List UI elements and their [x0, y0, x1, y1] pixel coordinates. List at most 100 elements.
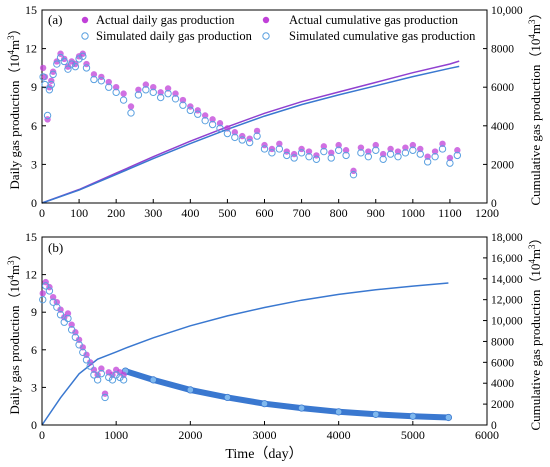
b-sim-daily-point	[105, 373, 113, 382]
a-y2-tick-label: 0	[491, 198, 497, 210]
a-sim-daily-point	[201, 116, 209, 125]
a-actual-daily-point	[342, 147, 350, 154]
a-sim-daily-point	[45, 86, 54, 94]
a-actual-daily-point	[246, 135, 253, 142]
a-actual-daily-point	[224, 125, 231, 132]
a-sim-daily-point	[79, 52, 87, 61]
a-actual-daily-point	[64, 63, 72, 70]
a-sim-daily-point	[112, 88, 120, 97]
b-sim-daily-point	[53, 303, 61, 311]
a-actual-daily-point	[424, 153, 431, 160]
b-sim-daily-point	[90, 371, 98, 379]
b-sim-daily-point	[67, 326, 76, 334]
b-sim-daily-point	[116, 373, 124, 382]
b-sim-cum-line	[41, 282, 449, 426]
b-forecast-daily-point	[444, 413, 453, 422]
a-actual-daily-point	[350, 167, 357, 175]
a-sim-daily-point	[334, 146, 343, 154]
b-x-tick-label: 4000	[327, 428, 351, 442]
panel-b-label: (b)	[48, 240, 63, 255]
a-sim-daily-point	[223, 129, 232, 138]
b-y2-tick-label: 4000	[491, 378, 514, 390]
a-actual-daily-point	[157, 89, 164, 96]
a-sim-daily-point	[416, 150, 424, 158]
a-actual-daily-point	[179, 96, 187, 104]
a-sim-daily-point	[75, 55, 83, 63]
a-actual-daily-point	[394, 148, 402, 155]
b-sim-daily-point	[45, 287, 54, 295]
a-sim-daily-point	[67, 60, 76, 68]
b-actual-daily-point	[42, 278, 49, 286]
b-actual-daily-point	[101, 390, 109, 397]
b-y2-tick-label: 2000	[491, 399, 514, 411]
legend-sim-daily-marker	[81, 32, 89, 40]
a-y2-tick-label: 4000	[491, 121, 514, 133]
b-sim-daily-point	[60, 318, 68, 326]
b-forecast-daily-line	[122, 368, 452, 421]
a-actual-daily-point	[320, 143, 328, 150]
b-forecast-daily-point	[372, 410, 380, 418]
a-actual-daily-point	[83, 60, 90, 68]
a-sim-daily-point	[312, 155, 321, 163]
a-actual-daily-point	[239, 132, 246, 140]
a-actual-daily-point	[98, 73, 105, 81]
a-sim-daily-point	[208, 120, 217, 129]
a-x-tick-label: 400	[181, 206, 199, 220]
panel-b-x-ticks: 0 1000 2000 3000 4000 5000 6000	[39, 421, 499, 442]
b-sim-daily-point	[75, 341, 83, 349]
panel-a-label: (a)	[48, 12, 62, 27]
b-x-tick-label: 5000	[401, 428, 425, 442]
panel-a-ylabel: Daily gas production（104m3）	[6, 22, 22, 189]
a-sim-daily-point	[446, 159, 454, 167]
a-sim-daily-point	[156, 93, 165, 102]
a-actual-daily-point	[365, 148, 372, 155]
legend-actual-daily-marker	[81, 16, 89, 24]
b-y-tick-label: 6	[31, 343, 37, 357]
b-sim-daily-point	[42, 282, 50, 290]
b-y2-tick-label: 18,000	[491, 232, 523, 244]
a-actual-daily-point	[253, 127, 261, 135]
b-sim-daily-point	[108, 376, 117, 384]
a-actual-daily-point	[328, 149, 335, 157]
b-actual-daily-point	[79, 344, 86, 351]
a-sim-daily-point	[268, 149, 276, 157]
b-sim-daily-point	[79, 348, 87, 357]
b-y2-tick-label: 16,000	[491, 253, 523, 265]
a-actual-daily-point	[305, 148, 313, 155]
b-actual-daily-point	[120, 371, 127, 379]
b-sim-daily-point	[86, 362, 94, 370]
a-sim-daily-point	[431, 152, 439, 161]
b-forecast-daily-point	[297, 404, 306, 412]
a-actual-daily-point	[135, 86, 142, 93]
a-x-tick-label: 100	[70, 206, 88, 220]
a-sim-daily-point	[320, 147, 328, 156]
a-y-tick-label: 3	[31, 157, 37, 171]
a-sim-daily-point	[290, 154, 298, 162]
a-y-tick-label: 6	[31, 119, 37, 133]
b-actual-daily-point	[83, 351, 90, 359]
a-actual-daily-point	[105, 78, 112, 86]
b-y-tick-label: 9	[31, 305, 37, 319]
a-sim-daily-point	[349, 170, 358, 179]
panel-a-legend: Actual daily gas production Actual cumul…	[81, 13, 476, 43]
b-sim-daily-point	[64, 314, 72, 323]
a-sim-daily-point	[82, 64, 91, 72]
a-actual-daily-point	[387, 145, 394, 153]
b-sim-daily-point	[112, 371, 120, 379]
a-sim-daily-point	[238, 136, 246, 144]
panel-b-xlabel: Time（day）	[225, 446, 302, 462]
a-x-tick-label: 1200	[475, 206, 499, 220]
a-x-tick-label: 1000	[401, 206, 425, 220]
a-actual-daily-point	[79, 50, 86, 57]
a-sim-daily-point	[97, 77, 106, 85]
legend-actual-cum-marker	[262, 16, 270, 24]
panel-a-y2label: Cumulative gas production（104m3）	[527, 7, 543, 206]
panel-b-y2-ticks: 0 2000 4000 6000 8000 10,000 12,000 14,000 16,00…	[483, 232, 523, 432]
a-actual-daily-point	[313, 152, 320, 159]
a-sim-daily-point	[275, 145, 284, 153]
b-y2-tick-label: 8000	[491, 336, 514, 348]
a-actual-daily-point	[357, 144, 365, 151]
a-actual-daily-point	[454, 147, 461, 154]
a-sim-daily-point	[164, 89, 172, 98]
panel-b-y2label: Cumulative gas production（104m3）	[527, 232, 543, 431]
